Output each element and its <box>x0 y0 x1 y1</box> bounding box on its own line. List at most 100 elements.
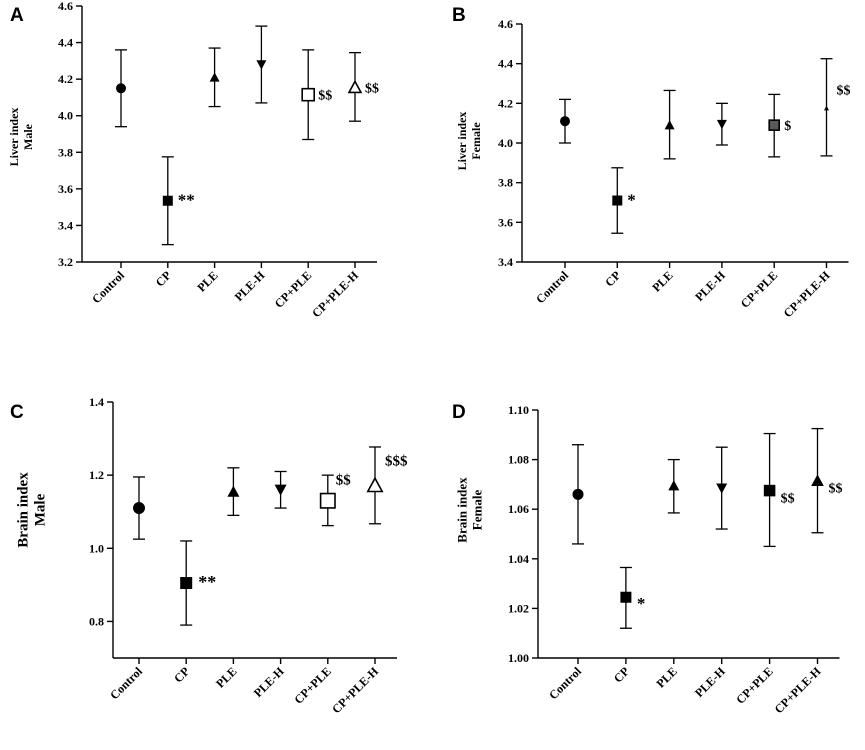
x-tick-label: Control <box>533 268 571 306</box>
x-tick-label: CP+PLE <box>738 268 781 311</box>
data-point-ple <box>664 120 675 130</box>
x-tick-label: Control <box>107 664 145 702</box>
panel-letter: D <box>452 402 466 423</box>
y-tick-label: 3.4 <box>498 255 513 269</box>
y-tick-label: 1.06 <box>508 502 529 516</box>
x-tick-label: Control <box>89 268 127 306</box>
data-point-cp-plus-ple-h <box>347 79 363 94</box>
data-point-ple <box>209 72 220 82</box>
panel-letter: A <box>10 5 24 26</box>
y-axis-label-line: Brain index <box>15 472 31 548</box>
data-point-cp-plus-ple-h <box>811 474 824 487</box>
y-tick-label: 1.10 <box>508 403 529 417</box>
x-tick-label: PLE <box>194 268 220 294</box>
significance-annotation: $$ <box>781 492 795 507</box>
panel-b: B Liver indexFemale 3.4 3.6 3.8 4.0 4.2 4.4 4.6 C… <box>452 5 851 320</box>
significance-annotation: $$ <box>837 83 851 98</box>
data-point-control <box>572 488 584 500</box>
x-tick-label: CP <box>171 664 192 685</box>
y-axis-label: Brain indexFemale <box>455 477 485 543</box>
significance-annotation: ** <box>198 572 216 592</box>
x-tick-label: CP+PLE-H <box>329 664 381 716</box>
significance-annotation: $$ <box>336 473 352 489</box>
data-point-cp <box>612 195 623 206</box>
y-tick-label: 4.0 <box>58 109 73 123</box>
x-tick-label: PLE-H <box>251 664 287 700</box>
data-point-ple-h <box>716 119 727 130</box>
y-axis-label-line: Liver index <box>7 108 21 167</box>
x-tick-label: CP+PLE <box>272 268 315 311</box>
x-tick-label: CP <box>611 664 632 685</box>
data-point-ple <box>668 480 680 491</box>
y-axis-label: Liver indexFemale <box>455 112 483 171</box>
y-axis-label: Liver indexMale <box>7 108 35 167</box>
data-point-cp <box>620 591 632 603</box>
x-tick-label: PLE <box>654 664 680 690</box>
y-tick-label: 1.04 <box>508 552 529 566</box>
significance-annotation: ** <box>178 191 195 210</box>
data-point-cp-plus-ple <box>763 484 776 497</box>
x-tick-label: PLE-H <box>232 268 268 304</box>
data-point-ple-h <box>256 60 267 70</box>
data-point-control <box>560 116 570 127</box>
y-axis-label-line: Female <box>470 490 485 531</box>
y-tick-label: 0.8 <box>89 614 104 628</box>
significance-annotation: $$$ <box>385 453 408 469</box>
data-point-control <box>133 502 145 515</box>
y-axis-label-line: Brain index <box>455 477 470 543</box>
panel-d: D Brain indexFemale 1.00 1.02 1.04 1.06 1.08 1.… <box>452 402 843 716</box>
y-tick-label: 1.0 <box>89 541 104 555</box>
x-tick-label: CP+PLE-H <box>772 664 824 716</box>
y-tick-label: 1.00 <box>508 651 529 665</box>
data-point-cp <box>180 577 193 590</box>
data-point-cp-plus-ple-h <box>824 105 829 111</box>
y-axis-label: Brain indexMale <box>15 472 48 548</box>
y-tick-label: 4.4 <box>498 57 513 71</box>
y-tick-label: 3.8 <box>58 145 73 159</box>
x-tick-label: CP <box>153 268 174 289</box>
y-tick-label: 1.02 <box>508 601 529 615</box>
data-point-cp-plus-ple <box>319 492 336 509</box>
y-tick-label: 3.8 <box>498 176 513 190</box>
significance-annotation: * <box>637 594 646 613</box>
data-point-ple-h <box>716 483 728 494</box>
x-tick-label: Control <box>546 664 584 702</box>
significance-annotation: $$ <box>829 482 843 497</box>
y-tick-label: 4.4 <box>58 36 73 50</box>
x-tick-label: PLE <box>649 268 675 294</box>
y-tick-label: 1.2 <box>89 468 104 482</box>
panel-a: A Liver indexMale 3.2 3.4 3.6 3.8 4.0 4.2 4.4 4.6… <box>7 0 379 320</box>
panel-letter: B <box>452 5 466 26</box>
data-point-cp-plus-ple <box>768 119 781 131</box>
y-tick-label: 3.4 <box>58 218 73 232</box>
data-point-cp-plus-ple <box>301 87 316 102</box>
y-tick-label: 1.4 <box>89 395 104 409</box>
data-point-ple-h <box>274 484 287 496</box>
significance-annotation: $$ <box>365 81 379 96</box>
y-tick-label: 4.2 <box>58 72 73 86</box>
y-axis-label-line: Liver index <box>455 112 469 171</box>
data-point-cp-plus-ple-h <box>366 476 384 493</box>
x-tick-label: CP+PLE <box>291 664 334 707</box>
x-tick-label: CP+PLE-H <box>309 268 361 320</box>
significance-annotation: $ <box>784 119 791 134</box>
x-tick-label: CP+PLE <box>733 664 776 707</box>
x-tick-label: CP <box>602 268 623 289</box>
significance-annotation: $$ <box>318 89 332 104</box>
data-point-cp <box>162 195 173 206</box>
y-tick-label: 4.0 <box>498 136 513 150</box>
x-tick-label: CP+PLE-H <box>781 268 833 320</box>
y-axis-label-line: Male <box>33 493 49 526</box>
data-point-control <box>116 83 126 94</box>
y-tick-label: 3.6 <box>58 182 73 196</box>
y-tick-label: 4.2 <box>498 96 513 110</box>
y-tick-label: 4.6 <box>58 0 73 13</box>
x-tick-label: PLE-H <box>692 268 728 304</box>
y-tick-label: 1.08 <box>508 453 529 467</box>
y-tick-label: 4.6 <box>498 17 513 31</box>
y-axis-label-line: Male <box>21 123 35 150</box>
y-axis-label-line: Female <box>469 122 483 160</box>
significance-annotation: * <box>627 191 636 210</box>
y-tick-label: 3.6 <box>498 215 513 229</box>
